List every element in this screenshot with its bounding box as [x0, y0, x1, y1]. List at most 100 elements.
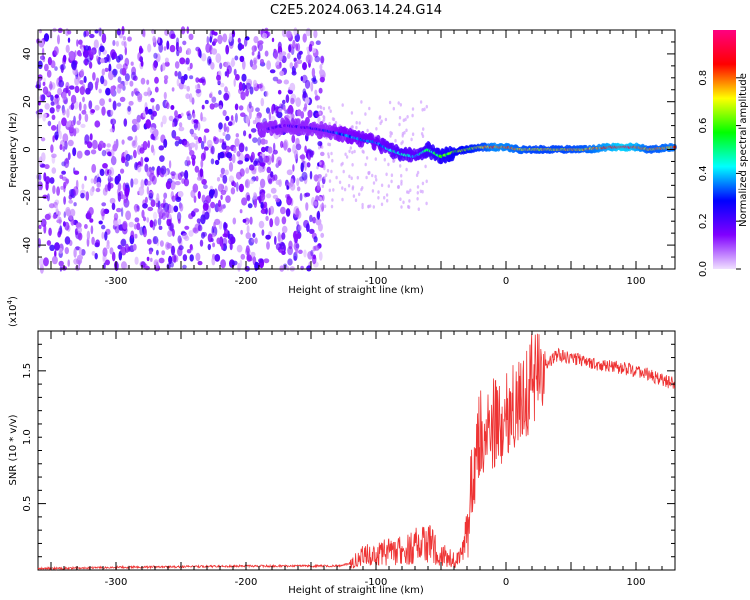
noise-cell — [351, 150, 354, 155]
noise-cell — [328, 106, 331, 110]
noise-cell — [191, 154, 196, 161]
noise-cell — [48, 227, 52, 236]
noise-cell — [329, 109, 332, 113]
noise-cell — [374, 174, 377, 179]
noise-cell — [108, 98, 112, 103]
noise-cell — [419, 100, 423, 104]
noise-cell — [342, 169, 345, 174]
noise-cell — [54, 66, 58, 71]
noise-cell — [70, 102, 75, 111]
noise-cell — [66, 120, 71, 128]
noise-cell — [72, 147, 77, 157]
noise-cell — [281, 232, 286, 240]
noise-cell — [212, 242, 216, 248]
noise-cell — [322, 194, 325, 202]
noise-cell — [157, 217, 162, 226]
noise-cell — [133, 87, 139, 95]
noise-cell — [240, 253, 246, 260]
noise-cell — [334, 120, 338, 125]
noise-cell — [139, 47, 144, 54]
noise-cell — [295, 97, 302, 108]
snr-axes: -300 -200 -100 0 100 0.5 1.0 1.5 — [22, 331, 676, 588]
noise-cell — [214, 159, 220, 165]
noise-cell — [320, 151, 325, 157]
noise-cell — [390, 173, 394, 177]
noise-cell — [44, 213, 51, 220]
noise-cell — [323, 164, 326, 169]
noise-cell — [398, 122, 401, 127]
noise-cell — [195, 89, 202, 94]
noise-cell — [242, 59, 246, 70]
noise-cell — [322, 106, 326, 111]
noise-cell — [73, 170, 80, 175]
noise-cell — [148, 192, 154, 201]
noise-cell — [124, 187, 130, 197]
noise-cell — [254, 237, 258, 244]
noise-cell — [379, 121, 382, 126]
noise-cell — [223, 122, 227, 133]
noise-cell — [274, 235, 277, 245]
noise-cell — [124, 161, 129, 167]
noise-cell — [285, 94, 290, 104]
noise-cell — [341, 161, 344, 166]
colorbar-tick-label: 0.4 — [698, 165, 709, 181]
noise-cell — [152, 35, 157, 43]
noise-cell — [86, 57, 92, 63]
noise-cell — [309, 214, 313, 223]
colorbar-tick-label: 0.6 — [698, 118, 709, 134]
noise-cell — [237, 37, 241, 44]
noise-cell — [222, 132, 226, 136]
noise-cell — [326, 168, 330, 173]
noise-cell — [228, 121, 233, 127]
noise-cell — [153, 211, 158, 220]
noise-cell — [398, 115, 402, 120]
noise-cell — [56, 219, 62, 224]
noise-cell — [206, 36, 210, 45]
noise-cell — [209, 30, 214, 40]
noise-cell — [130, 178, 134, 188]
noise-cell — [187, 113, 192, 121]
noise-cell — [84, 224, 88, 229]
noise-cell — [76, 120, 81, 126]
noise-cell — [147, 140, 150, 149]
noise-cell — [318, 69, 325, 76]
noise-cell — [253, 160, 258, 167]
noise-cell — [140, 261, 146, 268]
noise-cell — [263, 155, 267, 165]
noise-cell — [406, 115, 409, 119]
noise-cell — [116, 102, 122, 107]
noise-cell — [127, 36, 132, 42]
noise-cell — [166, 40, 170, 50]
noise-cell — [349, 146, 352, 150]
noise-cell — [262, 32, 268, 40]
noise-cell — [312, 216, 317, 224]
noise-cell — [61, 170, 66, 175]
noise-cell — [425, 179, 428, 184]
noise-cell — [107, 181, 111, 192]
noise-cell — [94, 252, 98, 260]
noise-cell — [281, 29, 287, 38]
noise-cell — [41, 47, 45, 58]
noise-cell — [78, 247, 82, 256]
noise-cell — [264, 139, 268, 145]
noise-cell — [116, 207, 122, 213]
noise-cell — [79, 86, 86, 95]
noise-cell — [122, 36, 126, 41]
noise-cell — [73, 202, 77, 207]
noise-cell — [177, 190, 184, 198]
noise-cell — [385, 193, 389, 197]
noise-cell — [211, 48, 218, 55]
noise-cell — [261, 229, 265, 236]
noise-cell — [85, 191, 90, 201]
noise-cell — [274, 216, 280, 227]
noise-cell — [285, 30, 292, 38]
noise-cell — [89, 133, 93, 141]
noise-cell — [338, 180, 342, 185]
noise-cell — [409, 188, 412, 193]
noise-cell — [69, 85, 75, 90]
noise-cell — [400, 182, 403, 186]
noise-cell — [172, 122, 175, 128]
noise-cell — [55, 205, 59, 216]
noise-cell — [383, 157, 386, 162]
noise-cell — [308, 43, 313, 52]
